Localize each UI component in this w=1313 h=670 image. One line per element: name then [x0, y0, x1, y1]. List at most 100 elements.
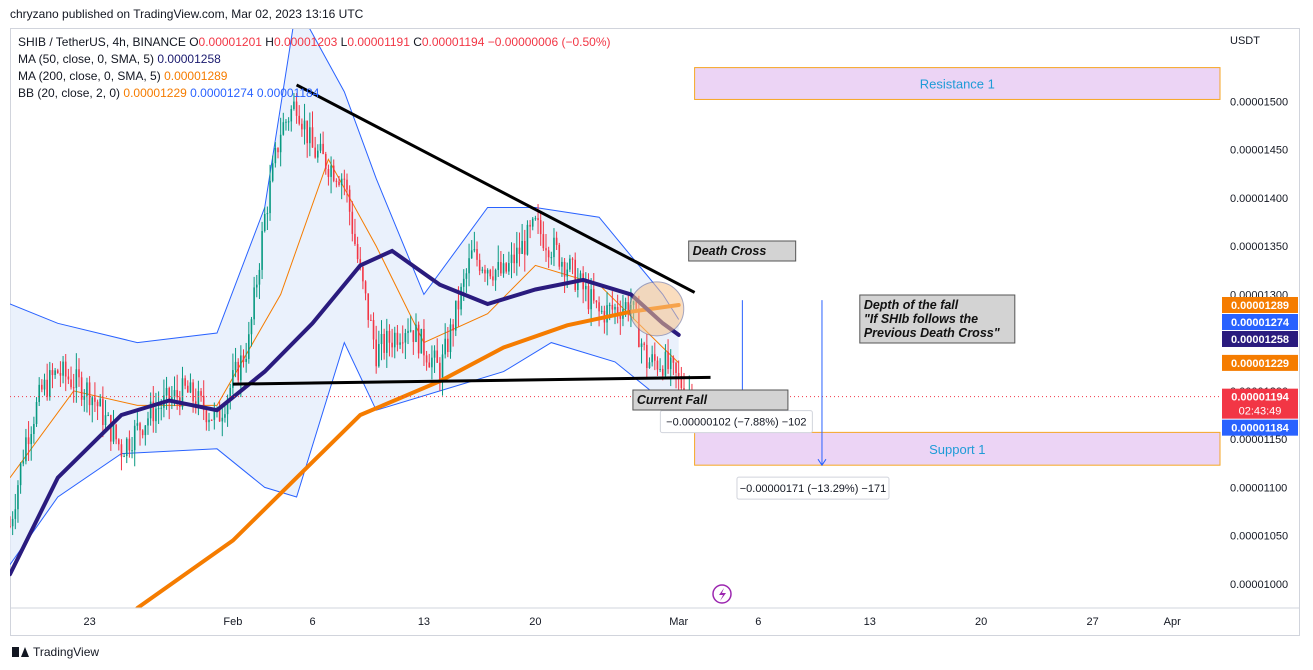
candle [481, 266, 484, 274]
candle-body [659, 368, 661, 370]
candle [648, 357, 651, 369]
candle [125, 437, 128, 464]
legend-ohlc-value-o: 0.00001201 [198, 35, 266, 49]
candle-body [619, 314, 622, 319]
candle-body [258, 269, 261, 285]
candle [147, 411, 149, 435]
candle-body [112, 424, 115, 442]
candle [531, 217, 534, 231]
candle [651, 345, 653, 367]
axis-price-label-text: 0.00001194 [1231, 392, 1289, 404]
candle [11, 511, 14, 536]
candle-body [192, 382, 194, 402]
candle-body [436, 350, 439, 363]
candle-body [332, 165, 335, 181]
candle [332, 159, 335, 183]
current-fall-label-box [632, 389, 789, 411]
candle-body [346, 179, 348, 190]
candle [128, 430, 131, 458]
candle [149, 392, 152, 426]
candle-body [614, 306, 616, 310]
candle [86, 377, 88, 413]
candle-body [439, 362, 441, 383]
upper-trendline [295, 83, 696, 294]
candle [303, 103, 306, 145]
candle [619, 300, 622, 335]
candle [224, 404, 226, 423]
legend-ohlc-key-c: C [413, 35, 422, 49]
candle [309, 112, 311, 157]
candle-body [282, 122, 285, 135]
candle [343, 169, 346, 196]
candle-body [417, 324, 420, 354]
candle [141, 429, 144, 439]
candle [486, 268, 489, 286]
death-cross-marker [629, 281, 685, 337]
resistance-zone-box [694, 67, 1221, 100]
axis-price-label-bg [1222, 419, 1298, 436]
candle-body [539, 220, 542, 235]
candle [269, 164, 271, 221]
candle-body [94, 397, 96, 402]
candle [14, 493, 17, 530]
candle-body [407, 330, 409, 334]
candle-body [70, 379, 72, 388]
candle [595, 300, 598, 309]
candle-body [319, 143, 322, 151]
x-tick-label: 6 [309, 616, 315, 628]
legend-ohlc-value-l: 0.00001191 [347, 35, 414, 49]
candle-body [107, 415, 109, 417]
legend-ohlc-key-o: O [189, 35, 199, 49]
candle-body [240, 355, 242, 381]
candle-body [447, 338, 449, 353]
candle [444, 323, 446, 359]
candle-body [553, 237, 555, 258]
candle [70, 366, 72, 390]
depth-of-fall-label-line: "If SHIb follows the [864, 312, 978, 326]
candle-body [449, 324, 452, 353]
candle-body [303, 120, 306, 130]
candle [314, 136, 316, 159]
candle-body [656, 360, 659, 370]
x-tick-label: Mar [669, 616, 688, 628]
candle-body [640, 343, 643, 348]
candle-body [62, 361, 64, 376]
candle [372, 312, 375, 350]
depth-measure-text: −0.00000171 (−13.29%) −171 [740, 483, 887, 495]
candle-body [208, 419, 210, 423]
candle [433, 345, 436, 374]
y-tick-label: 0.00001350 [1230, 241, 1288, 253]
x-tick-label: 27 [1087, 616, 1099, 628]
candle [56, 368, 59, 374]
candle [391, 328, 393, 358]
candle [362, 265, 364, 290]
candle-body [624, 302, 627, 310]
candle [54, 368, 56, 379]
candle-body [59, 373, 62, 376]
legend-bb-basis: 0.00001229 [123, 86, 187, 100]
candle [234, 347, 237, 378]
candle-body [452, 324, 454, 331]
legend-symbol: SHIB / TetherUS, 4h, BINANCE [18, 35, 186, 49]
candle-body [651, 354, 653, 363]
candle-body [386, 330, 388, 353]
candle [484, 264, 486, 282]
candle-body [608, 304, 611, 306]
candle [441, 344, 444, 396]
legend-bb-label: BB (20, close, 2, 0) [18, 86, 121, 100]
candle-body [367, 293, 370, 320]
candle [250, 316, 253, 347]
tradingview-logo[interactable]: TradingView [12, 645, 99, 659]
death-cross-label-line: Death Cross [693, 244, 767, 258]
event-marker [712, 584, 732, 604]
candle [669, 349, 672, 387]
legend-change: −0.00000006 (−0.50%) [487, 35, 611, 49]
candle-body [324, 154, 327, 170]
legend-ohlc-key-l: L [340, 35, 348, 49]
candle [659, 358, 661, 373]
axis-price-label: 0.00001289 [1222, 296, 1298, 313]
candle-body [526, 224, 529, 255]
candle-body [335, 180, 338, 182]
candle [643, 341, 645, 351]
